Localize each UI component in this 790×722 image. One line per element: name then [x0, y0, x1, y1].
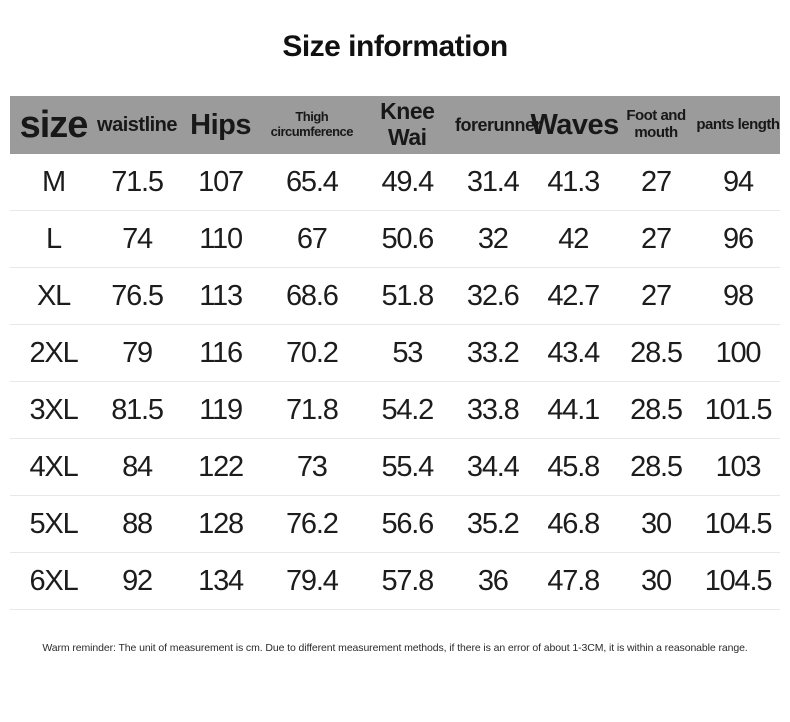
value-cell: 65.4 — [285, 165, 339, 198]
value-cell: 107 — [198, 165, 244, 198]
value-cell: 47.8 — [547, 564, 600, 597]
value-cell: 88 — [122, 507, 153, 540]
value-cell: 42 — [558, 222, 589, 255]
size-cell: 2XL — [29, 336, 79, 369]
value-cell: 71.5 — [111, 165, 164, 198]
column-header-waves: Waves — [530, 108, 619, 141]
value-cell: 31.4 — [466, 165, 520, 198]
table-row: 3XL 81.5 119 71.8 54.2 33.8 44.1 28.5 101.5 — [10, 382, 780, 439]
table-row: XL 76.5 113 68.6 51.8 32.6 42.7 27 98 — [10, 268, 780, 325]
value-cell: 57.8 — [381, 564, 434, 597]
value-cell: 50.6 — [381, 222, 434, 255]
value-cell: 101.5 — [704, 393, 773, 426]
value-cell: 73 — [296, 450, 328, 483]
page: { "title": "Size information", "table": … — [0, 30, 790, 722]
value-cell: 76.5 — [111, 279, 164, 312]
value-cell: 70.2 — [285, 336, 339, 369]
size-cell: 5XL — [29, 507, 79, 540]
value-cell: 98 — [723, 279, 754, 312]
value-cell: 104.5 — [704, 564, 773, 597]
value-cell: 30 — [641, 507, 672, 540]
value-cell: 55.4 — [381, 450, 434, 483]
column-header-waistline: waistline — [97, 113, 178, 136]
size-cell: 4XL — [29, 450, 79, 483]
value-cell: 128 — [198, 507, 244, 540]
value-cell: 67 — [296, 222, 328, 255]
value-cell: 33.2 — [466, 336, 520, 369]
value-cell: 79.4 — [285, 564, 339, 597]
value-cell: 30 — [641, 564, 672, 597]
size-cell: 6XL — [29, 564, 79, 597]
value-cell: 32.6 — [466, 279, 520, 312]
value-cell: 134 — [198, 564, 244, 597]
value-cell: 28.5 — [630, 393, 683, 426]
value-cell: 53 — [392, 336, 423, 369]
value-cell: 122 — [198, 450, 244, 483]
size-cell: M — [42, 165, 66, 198]
size-cell: 3XL — [29, 393, 79, 426]
value-cell: 74 — [122, 222, 153, 255]
value-cell: 113 — [199, 279, 243, 312]
value-cell: 32 — [477, 222, 509, 255]
value-cell: 28.5 — [630, 450, 683, 483]
size-cell: XL — [36, 279, 71, 312]
table-body: M 71.5 107 65.4 49.4 31.4 41.3 27 94 L 74 110 67 50.6… — [10, 154, 780, 610]
value-cell: 34.4 — [466, 450, 520, 483]
value-cell: 27 — [641, 279, 672, 312]
value-cell: 100 — [715, 336, 762, 369]
value-cell: 51.8 — [381, 279, 434, 312]
value-cell: 45.8 — [547, 450, 600, 483]
value-cell: 96 — [723, 222, 754, 255]
value-cell: 54.2 — [381, 393, 434, 426]
value-cell: 42.7 — [547, 279, 600, 312]
value-cell: 46.8 — [547, 507, 600, 540]
value-cell: 44.1 — [547, 393, 600, 426]
table-row: 2XL 79 116 70.2 53 33.2 43.4 28.5 100 — [10, 325, 780, 382]
value-cell: 27 — [641, 222, 672, 255]
value-cell: 41.3 — [547, 165, 600, 198]
table-header-row: size waistline Hips Thigh circumference Knee… — [10, 96, 780, 154]
value-cell: 36 — [477, 564, 509, 597]
page-title: Size information — [282, 30, 508, 63]
value-cell: 94 — [723, 165, 754, 198]
value-cell: 71.8 — [285, 393, 339, 426]
column-header-hips: Hips — [190, 108, 251, 141]
column-header-foot-and-mouth: Foot and mouth — [626, 107, 686, 141]
value-cell: 35.2 — [466, 507, 520, 540]
column-header-size: size — [19, 103, 89, 146]
table-row: M 71.5 107 65.4 49.4 31.4 41.3 27 94 — [10, 154, 780, 211]
value-cell: 119 — [199, 393, 243, 426]
value-cell: 92 — [122, 564, 153, 597]
table-row: 6XL 92 134 79.4 57.8 36 47.8 30 104.5 — [10, 553, 780, 610]
value-cell: 68.6 — [285, 279, 339, 312]
size-cell: L — [46, 222, 62, 255]
value-cell: 79 — [122, 336, 153, 369]
value-cell: 103 — [715, 450, 762, 483]
table-row: 4XL 84 122 73 55.4 34.4 45.8 28.5 103 — [10, 439, 780, 496]
value-cell: 43.4 — [547, 336, 600, 369]
column-header-knee-wai: Knee Wai — [380, 98, 435, 150]
size-table: size waistline Hips Thigh circumference Knee… — [10, 96, 780, 610]
table-row: 5XL 88 128 76.2 56.6 35.2 46.8 30 104.5 — [10, 496, 780, 553]
value-cell: 49.4 — [381, 165, 434, 198]
value-cell: 84 — [122, 450, 153, 483]
value-cell: 81.5 — [111, 393, 164, 426]
column-header-forerunner: forerunner — [455, 114, 542, 135]
table-row: L 74 110 67 50.6 32 42 27 96 — [10, 211, 780, 268]
value-cell: 33.8 — [466, 393, 520, 426]
footer-note: Warm reminder: The unit of measurement i… — [42, 642, 748, 654]
value-cell: 110 — [199, 222, 243, 255]
column-header-pants-length: pants length — [696, 115, 780, 133]
value-cell: 27 — [641, 165, 672, 198]
value-cell: 28.5 — [630, 336, 683, 369]
value-cell: 56.6 — [381, 507, 434, 540]
value-cell: 116 — [199, 336, 243, 369]
value-cell: 76.2 — [285, 507, 339, 540]
column-header-thigh-circumference: Thigh circumference — [270, 109, 354, 139]
value-cell: 104.5 — [704, 507, 773, 540]
